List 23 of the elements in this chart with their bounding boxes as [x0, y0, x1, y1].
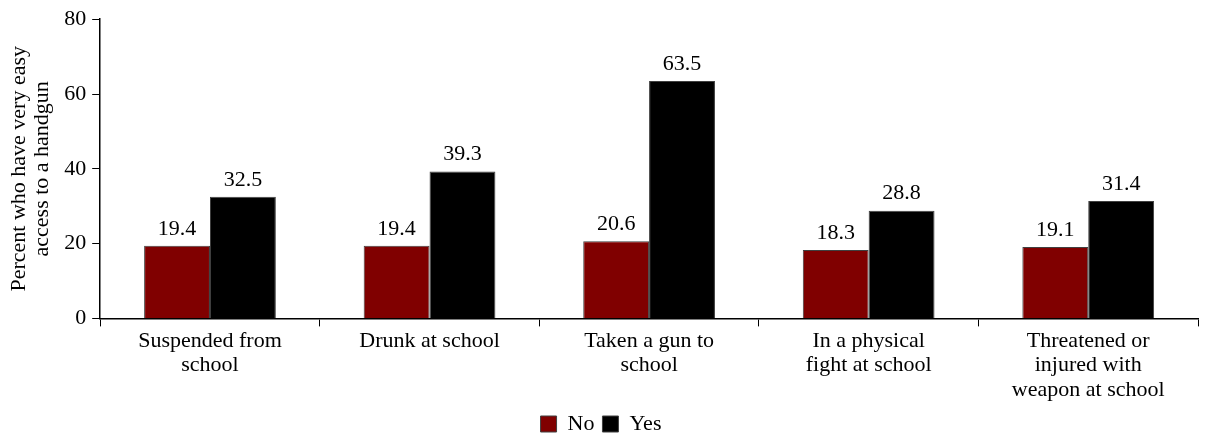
- x-tick-label: Threatened or injured with weapon at school: [1011, 327, 1165, 401]
- data-label: 39.3: [443, 140, 482, 166]
- legend-label: Yes: [629, 409, 662, 435]
- x-tick-label: Taken a gun to school: [584, 327, 715, 377]
- y-axis-title: Percent who have very easy access to a handgun: [5, 46, 54, 292]
- data-label: 28.8: [882, 179, 921, 205]
- x-tick-label: Drunk at school: [359, 327, 500, 353]
- data-label: 63.5: [662, 49, 702, 75]
- data-label: 32.5: [223, 165, 263, 191]
- y-tick-label: 60: [64, 79, 87, 105]
- data-label: 31.4: [1101, 169, 1141, 195]
- y-tick-label: 0: [75, 304, 87, 330]
- data-label: 19.4: [377, 214, 416, 240]
- data-label: 18.3: [816, 218, 855, 244]
- y-tick-label: 40: [64, 154, 87, 180]
- data-label: 19.1: [1036, 215, 1075, 241]
- data-label: 19.4: [157, 214, 197, 240]
- y-tick-label: 80: [64, 4, 87, 30]
- x-tick-label: In a physical fight at school: [805, 327, 932, 377]
- x-tick-label: Suspended from school: [138, 327, 282, 377]
- y-tick-label: 20: [64, 229, 87, 255]
- legend-label: No: [567, 409, 595, 435]
- data-label: 20.6: [596, 210, 636, 236]
